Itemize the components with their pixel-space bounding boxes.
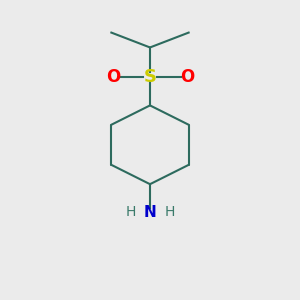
Text: O: O [106,68,120,86]
Text: O: O [180,68,194,86]
Text: S: S [143,68,157,86]
Text: N: N [144,205,156,220]
Text: H: H [125,206,136,219]
Text: H: H [164,206,175,219]
